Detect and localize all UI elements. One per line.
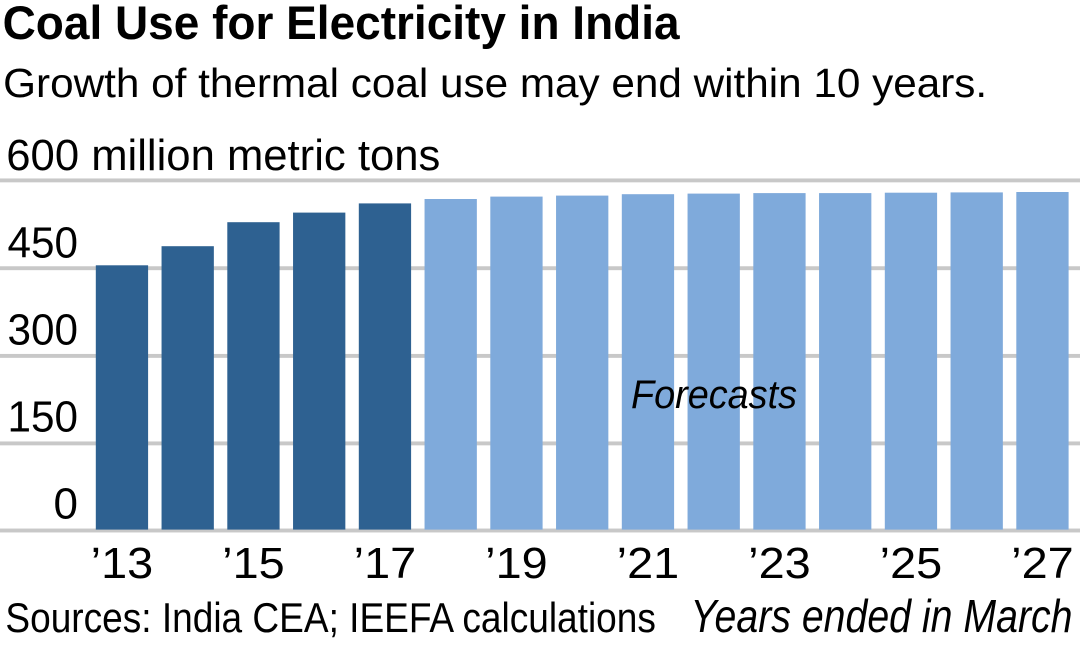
svg-text:’13: ’13 <box>91 539 154 588</box>
svg-text:Sources: India CEA; IEEFA calc: Sources: India CEA; IEEFA calculations <box>5 594 656 641</box>
svg-text:’25: ’25 <box>880 539 943 588</box>
svg-text:0: 0 <box>54 479 78 528</box>
svg-text:’15: ’15 <box>222 539 285 588</box>
svg-text:’27: ’27 <box>1011 539 1074 588</box>
svg-text:’23: ’23 <box>748 539 811 588</box>
svg-text:Forecasts: Forecasts <box>631 373 797 417</box>
svg-text:150: 150 <box>8 393 79 442</box>
svg-text:’17: ’17 <box>354 539 417 588</box>
svg-text:Years ended in March: Years ended in March <box>691 590 1073 642</box>
svg-text:Growth of thermal coal use may: Growth of thermal coal use may end withi… <box>3 60 987 106</box>
svg-text:’19: ’19 <box>485 539 548 588</box>
svg-text:300: 300 <box>8 305 79 354</box>
svg-text:600 million metric tons: 600 million metric tons <box>6 131 440 180</box>
svg-text:’21: ’21 <box>617 539 680 588</box>
svg-text:450: 450 <box>8 218 79 267</box>
svg-text:Coal Use for Electricity in In: Coal Use for Electricity in India <box>3 0 681 49</box>
